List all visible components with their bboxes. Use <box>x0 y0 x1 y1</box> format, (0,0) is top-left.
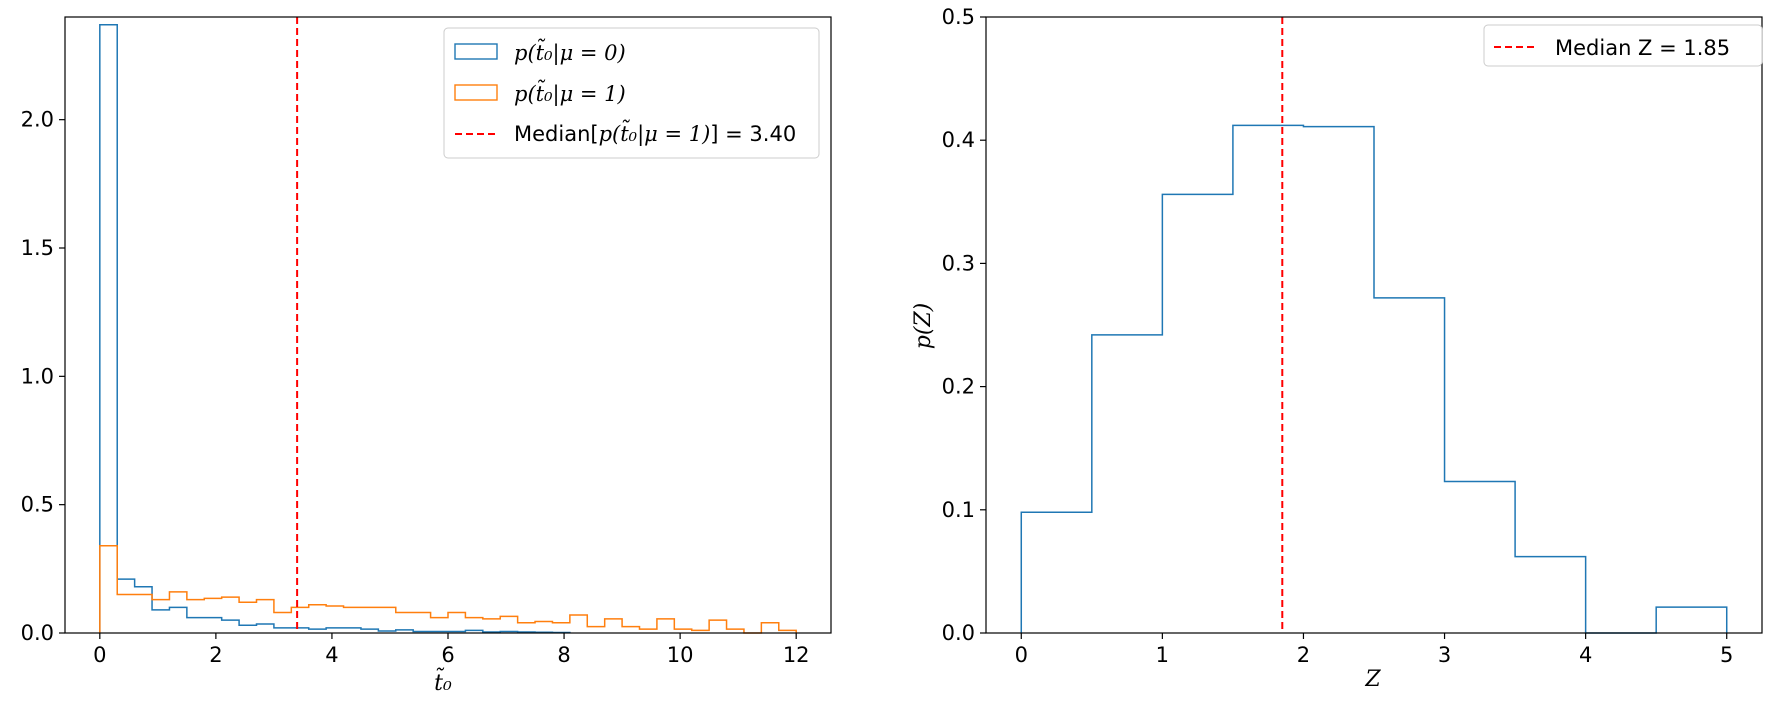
left-legend-box <box>443 27 820 159</box>
legend-entry-median: Median[p(t̃₀|μ = 1)] = 3.40 <box>514 119 796 147</box>
left-x-tick-label: 8 <box>557 643 570 667</box>
right-x-tick-label: 2 <box>1297 643 1310 667</box>
legend-entry-median-z: Median Z = 1.85 <box>1555 36 1730 60</box>
right-x-tick-label: 1 <box>1156 643 1169 667</box>
right-legend: Median Z = 1.85 <box>1483 24 1763 67</box>
right-y-tick-label: 0.3 <box>942 251 975 275</box>
right-axes-frame <box>985 16 1763 634</box>
right-x-tick-label: 5 <box>1720 643 1733 667</box>
legend-swatch-mu1 <box>454 84 498 101</box>
left-y-tick-label: 1.5 <box>21 236 54 260</box>
left-x-tick-label: 4 <box>325 643 338 667</box>
left-x-tick-label: 6 <box>441 643 454 667</box>
legend-median-math: p(t̃₀|μ = 1) <box>599 119 711 147</box>
left-x-axis-label: t̃₀ <box>434 666 452 696</box>
left-x-tick-label: 2 <box>209 643 222 667</box>
left-y-tick-label: 0.5 <box>21 493 54 517</box>
left-x-tick-label: 0 <box>93 643 106 667</box>
left-x-ticks: 0 2 4 6 8 10 12 <box>93 633 810 667</box>
right-y-ticks: 0.0 0.1 0.2 0.3 0.4 0.5 <box>942 5 986 645</box>
right-panel: 0 1 2 3 4 5 0.0 0.1 0.2 0.3 0.4 0.5 Z p(Z) Median … <box>911 5 1763 692</box>
right-x-axis-label: Z <box>1364 667 1381 692</box>
right-y-tick-label: 0.2 <box>942 375 975 399</box>
left-y-tick-label: 1.0 <box>21 364 54 388</box>
left-y-ticks: 0.0 0.5 1.0 1.5 2.0 <box>21 108 65 645</box>
right-x-tick-label: 0 <box>1015 643 1028 667</box>
right-y-tick-label: 0.5 <box>942 5 975 29</box>
right-y-axis-label: p(Z) <box>911 303 936 350</box>
legend-entry-mu0: p(t̃₀|μ = 0) <box>514 38 626 66</box>
legend-median-prefix: Median[ <box>514 122 599 146</box>
left-histogram-series-1 <box>99 544 797 634</box>
left-histogram-series-0 <box>99 23 571 634</box>
left-legend: p(t̃₀|μ = 0) p(t̃₀|μ = 1) Median[p(t̃₀|μ… <box>443 27 820 159</box>
legend-entry-mu1-text: p(t̃₀|μ = 1) <box>514 79 626 107</box>
right-x-tick-label: 3 <box>1438 643 1451 667</box>
legend-entry-mu1: p(t̃₀|μ = 1) <box>514 79 626 107</box>
left-y-tick-label: 2.0 <box>21 108 54 132</box>
left-x-tick-label: 12 <box>783 643 810 667</box>
legend-median-suffix: ] = 3.40 <box>710 122 796 146</box>
left-y-tick-label: 0.0 <box>21 621 54 645</box>
right-y-tick-label: 0.4 <box>942 128 975 152</box>
legend-entry-mu0-text: p(t̃₀|μ = 0) <box>514 38 626 66</box>
left-panel: 0 2 4 6 8 10 12 0.0 0.5 1.0 1.5 2.0 t̃₀ p(t̃₀|μ = … <box>21 16 832 696</box>
legend-swatch-mu0 <box>454 43 498 60</box>
right-y-tick-label: 0.0 <box>942 621 975 645</box>
right-x-tick-label: 4 <box>1579 643 1592 667</box>
left-histograms <box>99 23 797 634</box>
right-x-ticks: 0 1 2 3 4 5 <box>1015 633 1733 667</box>
left-x-axis-label-text: t̃₀ <box>434 666 452 696</box>
right-legend-box <box>1483 24 1763 67</box>
left-x-tick-label: 10 <box>667 643 694 667</box>
right-y-tick-label: 0.1 <box>942 498 975 522</box>
